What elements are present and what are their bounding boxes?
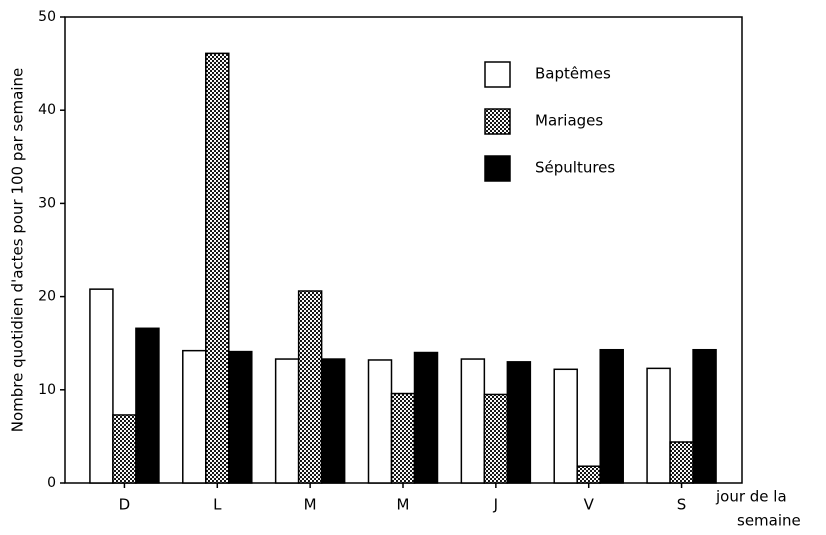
bar: [390, 392, 416, 484]
x-axis-label: jour de la: [715, 488, 787, 506]
y-tick-label: 20: [38, 289, 56, 305]
y-tick-label: 30: [38, 195, 56, 211]
bar: [483, 393, 509, 484]
bar: [692, 348, 717, 484]
bar: [646, 367, 671, 484]
y-tick-label: 10: [38, 382, 56, 398]
x-tick-label: D: [119, 496, 131, 514]
y-axis-label: Nombre quotidien d'actes pour 100 par se…: [9, 68, 27, 433]
y-tick-label: 50: [38, 9, 56, 25]
bar: [599, 348, 624, 484]
bar: [112, 414, 137, 484]
legend-swatch: [484, 108, 511, 135]
legend-label: Sépultures: [535, 159, 615, 177]
bar: [320, 358, 346, 484]
legend-label: Baptêmes: [535, 65, 611, 83]
bar: [182, 349, 207, 484]
legend-label: Mariages: [535, 112, 603, 130]
bar: [367, 359, 393, 484]
bar: [89, 288, 114, 484]
x-tick-label: M: [397, 496, 410, 514]
bar: [669, 441, 694, 484]
bar: [135, 327, 160, 484]
x-tick-label: J: [493, 496, 498, 514]
bar: [576, 465, 601, 484]
x-tick-label: L: [213, 496, 222, 514]
legend-swatch: [484, 61, 511, 88]
bar: [506, 361, 532, 484]
bar: [553, 368, 578, 484]
bar: [274, 358, 300, 484]
bar: [413, 351, 439, 484]
x-axis-label: semaine: [737, 512, 801, 530]
legend-swatch: [484, 155, 511, 182]
bar: [460, 358, 486, 484]
bar: [205, 52, 230, 484]
x-tick-label: V: [584, 496, 595, 514]
bar: [228, 350, 253, 484]
x-tick-label: M: [304, 496, 317, 514]
y-tick-label: 0: [47, 475, 56, 491]
y-tick-label: 40: [38, 102, 56, 118]
x-tick-label: S: [677, 496, 687, 514]
bar: [297, 290, 323, 484]
